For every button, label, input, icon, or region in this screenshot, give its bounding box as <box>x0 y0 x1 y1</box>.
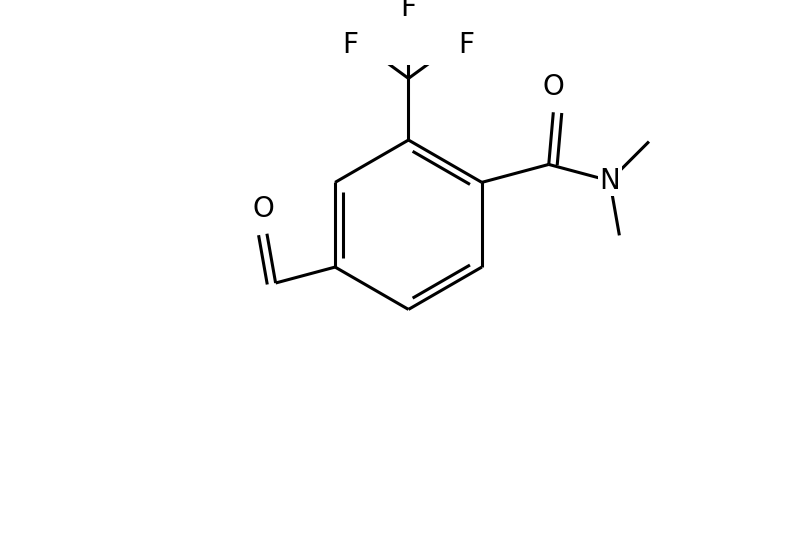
Text: F: F <box>343 31 359 59</box>
Text: O: O <box>252 195 274 223</box>
Text: F: F <box>459 31 474 59</box>
Text: O: O <box>542 74 564 102</box>
Text: N: N <box>600 167 620 195</box>
Text: F: F <box>400 0 417 22</box>
